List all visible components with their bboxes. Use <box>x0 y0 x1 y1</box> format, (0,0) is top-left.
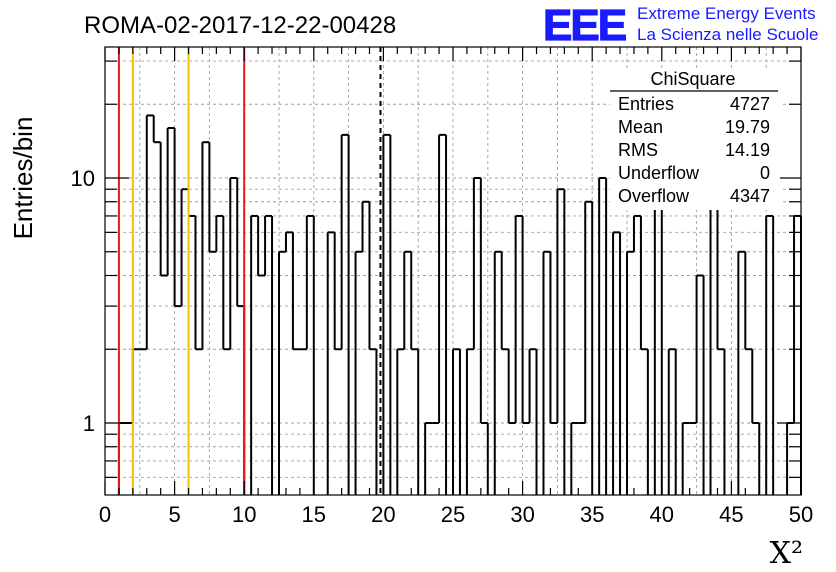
y-axis-label: Entries/bin <box>8 117 38 240</box>
x-tick-label: 50 <box>789 502 813 527</box>
x-tick-labels: 0 5 10 15 20 25 30 35 40 45 50 <box>99 502 813 527</box>
stats-box-bg <box>610 68 780 210</box>
x-tick-label: 30 <box>510 502 534 527</box>
y-tick-label: 1 <box>83 411 95 436</box>
x-tick-label: 20 <box>371 502 395 527</box>
stats-value: 4347 <box>730 186 770 206</box>
stats-value: 19.79 <box>725 117 770 137</box>
x-tick-label: 40 <box>650 502 674 527</box>
stats-value: 14.19 <box>725 140 770 160</box>
vertical-markers <box>117 47 382 495</box>
stats-label: Mean <box>618 117 663 137</box>
x-tick-label: 0 <box>99 502 111 527</box>
stats-value: 4727 <box>730 94 770 114</box>
stats-rows: Entries 4727 Mean 19.79 RMS 14.19 Underflow 0 Ov… <box>618 94 770 206</box>
x-tick-label: 25 <box>441 502 465 527</box>
logo-line-2: La Scienza nelle Scuole <box>637 25 818 44</box>
x-tick-label: 35 <box>580 502 604 527</box>
x-tick-label: 5 <box>168 502 180 527</box>
eee-logo-mark: EEE <box>543 1 626 50</box>
stats-label: RMS <box>618 140 658 160</box>
axis-ticks <box>104 47 802 495</box>
chart-title: ROMA-02-2017-12-22-00428 <box>84 12 396 39</box>
stats-box-title: ChiSquare <box>650 69 735 89</box>
x-axis-label: X² <box>770 536 803 571</box>
y-tick-label: 10 <box>71 166 95 191</box>
eee-logo: EEE Extreme Energy Events La Scienza nel… <box>542 0 818 50</box>
x-tick-label: 10 <box>232 502 256 527</box>
y-tick-labels: 1 10 <box>71 166 95 436</box>
x-tick-label: 45 <box>719 502 743 527</box>
logo-line-1: Extreme Energy Events <box>637 4 816 23</box>
stats-label: Overflow <box>618 186 690 206</box>
stats-label: Underflow <box>618 163 700 183</box>
stats-value: 0 <box>760 163 770 183</box>
stats-box: ChiSquare Entries 4727 Mean 19.79 RMS 14.19 Un… <box>610 68 780 210</box>
stats-label: Entries <box>618 94 674 114</box>
x-tick-label: 15 <box>302 502 326 527</box>
